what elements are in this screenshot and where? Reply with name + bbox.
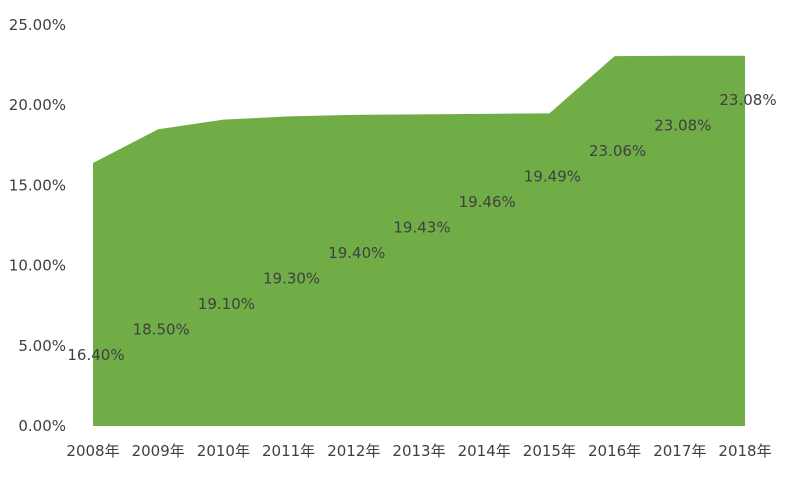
data-label: 19.30% — [263, 270, 320, 288]
x-tick-label: 2010年 — [197, 442, 250, 460]
x-tick-label: 2014年 — [458, 442, 511, 460]
data-label: 19.40% — [328, 244, 385, 262]
x-tick-label: 2017年 — [653, 442, 706, 460]
area-series — [93, 55, 745, 427]
data-label: 19.43% — [393, 219, 450, 237]
x-tick-label: 2012年 — [327, 442, 380, 460]
x-tick-label: 2011年 — [262, 442, 315, 460]
x-tick-label: 2009年 — [132, 442, 185, 460]
data-label: 19.49% — [524, 168, 581, 186]
area-layer — [93, 55, 745, 427]
data-label: 18.50% — [133, 321, 190, 339]
x-tick-label: 2016年 — [588, 442, 641, 460]
data-label: 19.46% — [459, 193, 516, 211]
y-tick-label: 20.00% — [9, 96, 66, 114]
data-label: 16.40% — [67, 346, 124, 364]
y-tick-label: 25.00% — [9, 16, 66, 34]
data-labels: 16.40% 18.50% 19.10% 19.30% 19.40% 19.43% 19.4… — [67, 91, 776, 364]
x-tick-label: 2013年 — [392, 442, 445, 460]
y-axis: 0.00% 5.00% 10.00% 15.00% 20.00% 25.00% — [9, 16, 66, 435]
x-tick-label: 2015年 — [523, 442, 576, 460]
x-tick-label: 2008年 — [66, 442, 119, 460]
data-label: 23.06% — [589, 142, 646, 160]
y-tick-label: 0.00% — [18, 417, 66, 435]
data-label: 23.08% — [654, 117, 711, 135]
y-tick-label: 5.00% — [18, 337, 66, 355]
x-axis: 2008年 2009年 2010年 2011年 2012年 2013年 2014年 2015年… — [66, 442, 771, 460]
data-label: 19.10% — [198, 295, 255, 313]
data-label: 23.08% — [719, 91, 776, 109]
y-tick-label: 10.00% — [9, 257, 66, 275]
x-tick-label: 2018年 — [718, 442, 771, 460]
y-tick-label: 15.00% — [9, 176, 66, 194]
